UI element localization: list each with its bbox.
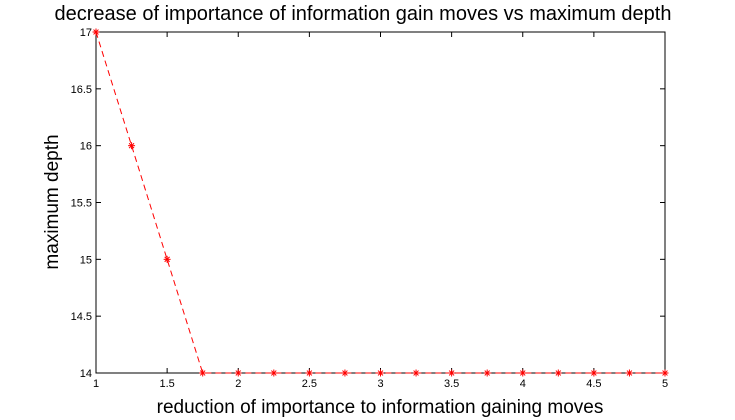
data-point bbox=[163, 255, 171, 263]
data-point bbox=[519, 369, 527, 377]
data-point bbox=[554, 369, 562, 377]
x-axis-label: reduction of importance to information g… bbox=[157, 397, 604, 418]
x-tick-label: 1.5 bbox=[159, 378, 174, 390]
data-point bbox=[661, 369, 669, 377]
data-point bbox=[92, 28, 100, 36]
data-point bbox=[590, 369, 598, 377]
y-tick-label: 15 bbox=[80, 254, 92, 266]
x-tick-label: 4 bbox=[520, 378, 526, 390]
data-point bbox=[448, 369, 456, 377]
x-tick-label: 1 bbox=[93, 378, 99, 390]
y-tick-label: 16.5 bbox=[71, 84, 92, 96]
y-tick-label: 15.5 bbox=[71, 198, 92, 210]
x-tick-label: 4.5 bbox=[586, 378, 601, 390]
data-point bbox=[377, 369, 384, 377]
data-series bbox=[92, 28, 669, 377]
y-tick-label: 17 bbox=[80, 27, 92, 39]
x-tick-label: 5 bbox=[662, 378, 668, 390]
x-tick-label: 3.5 bbox=[444, 378, 459, 390]
data-point bbox=[199, 369, 207, 377]
data-point bbox=[305, 369, 313, 377]
chart-title: decrease of importance of information ga… bbox=[55, 3, 672, 25]
axis-ticks: 1 1.5 2 2.5 3 3.5 4 4.5 5 14 14.5 15 15.5 16 16.5 17 bbox=[71, 27, 668, 390]
data-point bbox=[412, 369, 420, 377]
x-tick-label: 3 bbox=[377, 378, 383, 390]
x-tick-label: 2 bbox=[235, 378, 241, 390]
data-point bbox=[128, 142, 136, 150]
x-tick-label: 2.5 bbox=[302, 378, 317, 390]
data-point bbox=[483, 369, 491, 377]
y-tick-label: 14.5 bbox=[71, 311, 92, 323]
data-point bbox=[625, 369, 633, 377]
data-point bbox=[341, 369, 349, 377]
data-point bbox=[270, 369, 278, 377]
data-point bbox=[234, 369, 242, 377]
y-axis-label: maximum depth bbox=[42, 134, 63, 269]
plot-area bbox=[95, 31, 666, 374]
y-tick-label: 16 bbox=[80, 141, 92, 153]
y-tick-label: 14 bbox=[80, 368, 92, 380]
